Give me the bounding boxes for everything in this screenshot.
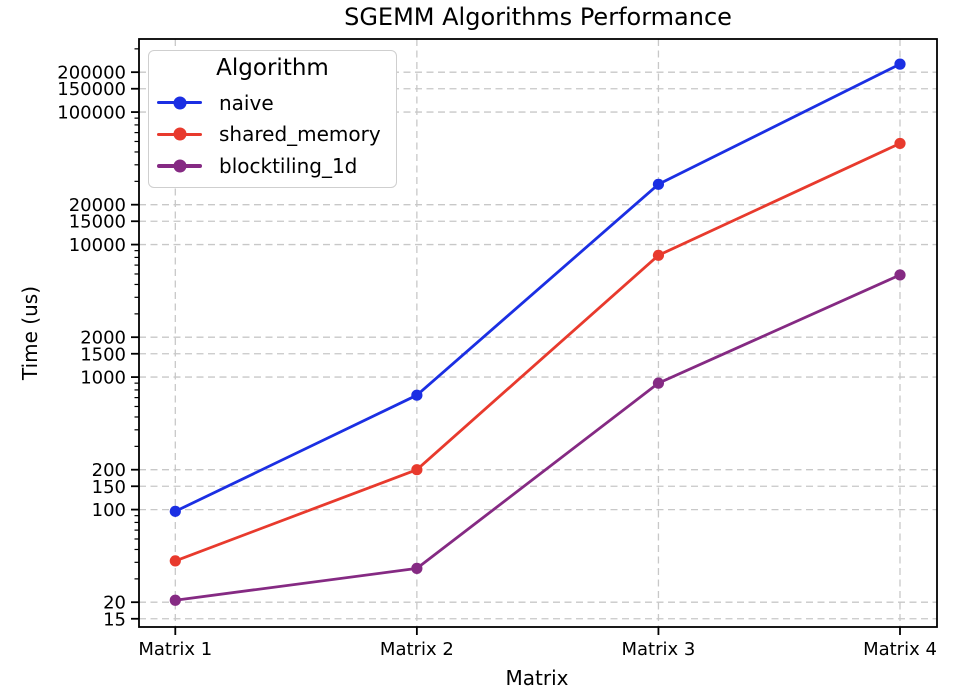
data-point-naive bbox=[894, 58, 906, 70]
legend-entries: naive shared_memory blocktiling_1d bbox=[149, 87, 396, 182]
data-point-blocktiling_1d bbox=[894, 269, 906, 281]
x-tick-label: Matrix 4 bbox=[863, 639, 937, 660]
data-point-naive bbox=[169, 505, 181, 517]
data-point-naive bbox=[411, 389, 423, 401]
y-axis-label: Time (us) bbox=[18, 285, 42, 381]
legend-label: naive bbox=[219, 90, 274, 115]
legend-entry-blocktiling_1d: blocktiling_1d bbox=[157, 150, 396, 182]
legend-title: Algorithm bbox=[216, 55, 329, 81]
x-tick-label: Matrix 2 bbox=[380, 639, 454, 660]
legend-line-sample bbox=[157, 127, 202, 141]
legend-marker-icon bbox=[173, 159, 186, 173]
x-tick-label: Matrix 1 bbox=[138, 639, 212, 660]
x-axis-label: Matrix bbox=[505, 666, 569, 690]
y-tick-label: 1500 bbox=[80, 344, 126, 365]
y-tick-label: 10000 bbox=[69, 235, 126, 256]
x-tick-label: Matrix 3 bbox=[622, 639, 696, 660]
y-tick-label: 15 bbox=[103, 609, 126, 630]
y-tick-label: 1000 bbox=[80, 368, 126, 389]
legend-entry-shared_memory: shared_memory bbox=[157, 119, 396, 151]
y-tick-label: 150 bbox=[92, 477, 126, 498]
data-point-shared_memory bbox=[652, 249, 665, 261]
data-point-shared_memory bbox=[894, 137, 906, 150]
legend-marker-icon bbox=[173, 96, 186, 110]
y-tick-label: 20000 bbox=[69, 195, 126, 216]
data-point-naive bbox=[652, 178, 665, 190]
y-tick-label: 200 bbox=[92, 460, 126, 481]
data-point-shared_memory bbox=[169, 555, 181, 567]
data-point-blocktiling_1d bbox=[652, 377, 665, 389]
y-tick-label: 15000 bbox=[69, 212, 126, 233]
y-tick-label: 200000 bbox=[57, 63, 126, 84]
series-line-blocktiling_1d bbox=[173, 273, 902, 602]
plot-frame bbox=[138, 38, 938, 628]
chart-title: SGEMM Algorithms Performance bbox=[344, 3, 732, 31]
data-point-shared_memory bbox=[411, 464, 423, 476]
legend-marker-icon bbox=[173, 127, 186, 141]
legend: Algorithm naive shared_memory blocktiling_… bbox=[148, 50, 397, 188]
y-tick-label: 2000 bbox=[80, 328, 126, 349]
y-tick-label: 100 bbox=[92, 500, 126, 521]
y-tick-label: 20 bbox=[103, 593, 126, 614]
data-point-blocktiling_1d bbox=[411, 562, 423, 574]
legend-line-sample bbox=[157, 96, 202, 110]
legend-label: shared_memory bbox=[219, 122, 381, 147]
legend-line-sample bbox=[157, 159, 202, 173]
series-line-shared_memory bbox=[173, 142, 902, 563]
legend-entry-naive: naive bbox=[157, 87, 396, 119]
data-point-blocktiling_1d bbox=[169, 594, 181, 606]
y-tick-label: 100000 bbox=[57, 103, 126, 124]
series-line-naive bbox=[173, 62, 902, 513]
y-tick-label: 150000 bbox=[57, 79, 126, 100]
legend-label: blocktiling_1d bbox=[219, 153, 358, 178]
